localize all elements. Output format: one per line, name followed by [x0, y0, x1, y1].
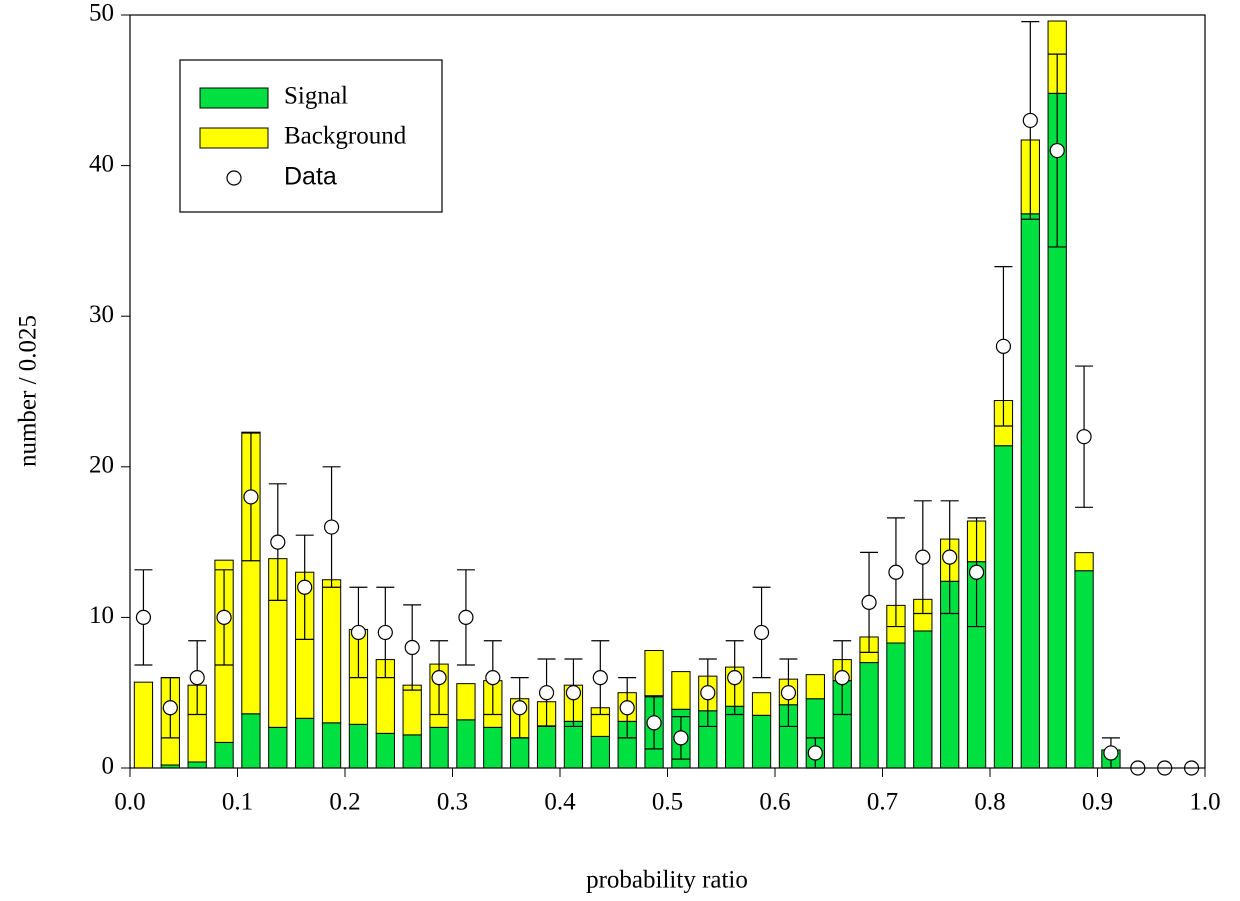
x-tick-label: 0.8: [974, 789, 1005, 816]
data-point: [485, 670, 501, 686]
y-axis-label: number / 0.025: [15, 315, 42, 467]
bar-segment: [241, 713, 261, 769]
x-tick-label: 0.4: [544, 789, 576, 816]
data-point: [915, 549, 931, 565]
bar-segment: [214, 741, 234, 769]
data-point: [780, 685, 797, 701]
data-point: [404, 639, 420, 656]
x-tick-label: 0.1: [222, 789, 253, 816]
x-tick-label: 0.6: [759, 789, 790, 816]
y-tick-label: 10: [89, 602, 114, 629]
bar-segment: [483, 726, 503, 769]
x-tick-label: 0.7: [867, 789, 898, 816]
data-point: [458, 609, 474, 626]
data-point: [270, 534, 286, 550]
bar-segment: [348, 723, 369, 769]
bar-segment: [805, 674, 825, 700]
data-point: [807, 745, 823, 761]
data-point: [968, 564, 985, 580]
legend-label: Data: [284, 163, 337, 191]
bar-segment: [321, 722, 342, 769]
bar-segment: [536, 725, 557, 769]
legend-marker: [226, 170, 242, 186]
x-tick-label: 0.2: [329, 789, 360, 816]
data-point: [753, 624, 770, 641]
data-point: [673, 730, 689, 746]
data-point: [1076, 429, 1092, 445]
bar-segment: [671, 671, 691, 710]
y-tick-label: 40: [89, 150, 114, 177]
y-tick-label: 50: [89, 0, 114, 27]
data-point: [538, 685, 555, 701]
data-point: [243, 489, 259, 505]
bar-segment: [321, 579, 342, 724]
legend-label: Signal: [284, 83, 348, 110]
x-tick-label: 0.3: [437, 789, 468, 816]
data-point: [377, 624, 393, 641]
bar-segment: [859, 662, 879, 769]
data-point: [512, 700, 528, 716]
bar-segment: [456, 683, 476, 721]
data-point: [592, 670, 608, 686]
data-point: [189, 670, 205, 686]
y-tick-label: 20: [89, 452, 114, 479]
bar-segment: [133, 681, 154, 769]
data-point: [431, 670, 447, 686]
bar-segment: [913, 630, 933, 769]
legend-swatch: [199, 127, 269, 149]
x-tick-label: 0.5: [652, 789, 683, 816]
data-point: [565, 685, 582, 701]
x-tick-label: 0.9: [1082, 789, 1113, 816]
bar-segment: [402, 734, 422, 769]
x-tick-label: 1.0: [1189, 789, 1220, 816]
bar-segment: [751, 692, 772, 716]
bar-segment: [1074, 570, 1094, 769]
bar-segment: [268, 726, 288, 769]
data-point: [216, 609, 232, 626]
data-point: [888, 564, 904, 580]
bar-segment: [886, 642, 906, 769]
legend-swatch: [199, 87, 269, 109]
data-point: [323, 519, 340, 535]
legend-label: Background: [284, 123, 407, 150]
bar-segment: [725, 705, 745, 769]
bar-segment: [590, 735, 610, 769]
bar-segment: [456, 719, 476, 769]
data-point: [646, 715, 662, 731]
data-point: [834, 670, 850, 686]
bar-segment: [1020, 213, 1040, 769]
bar-segment: [402, 684, 422, 736]
data-point: [350, 624, 367, 641]
x-axis-label: probability ratio: [586, 867, 748, 894]
data-point: [861, 594, 877, 610]
y-tick-label: 0: [102, 753, 115, 780]
data-point: [135, 609, 152, 626]
y-tick-label: 30: [89, 301, 114, 328]
x-tick-label: 0.0: [114, 789, 145, 816]
data-point: [1022, 112, 1038, 129]
bar-segment: [187, 761, 207, 769]
bar-segment: [295, 717, 315, 769]
bar-segment: [375, 732, 395, 769]
bar-segment: [993, 445, 1014, 769]
data-point: [727, 670, 743, 686]
data-point: [700, 685, 716, 701]
bar-segment: [563, 720, 584, 769]
data-point: [1103, 745, 1119, 761]
data-point: [995, 338, 1012, 354]
bar-segment: [510, 737, 530, 769]
bar-segment: [751, 714, 772, 769]
data-point: [942, 549, 958, 565]
bar-segment: [429, 726, 449, 769]
data-point: [297, 579, 313, 595]
data-point: [1049, 142, 1065, 159]
bar-segment: [1074, 552, 1094, 572]
bar-segment: [644, 650, 664, 697]
data-point: [162, 700, 178, 716]
data-point: [619, 700, 635, 716]
